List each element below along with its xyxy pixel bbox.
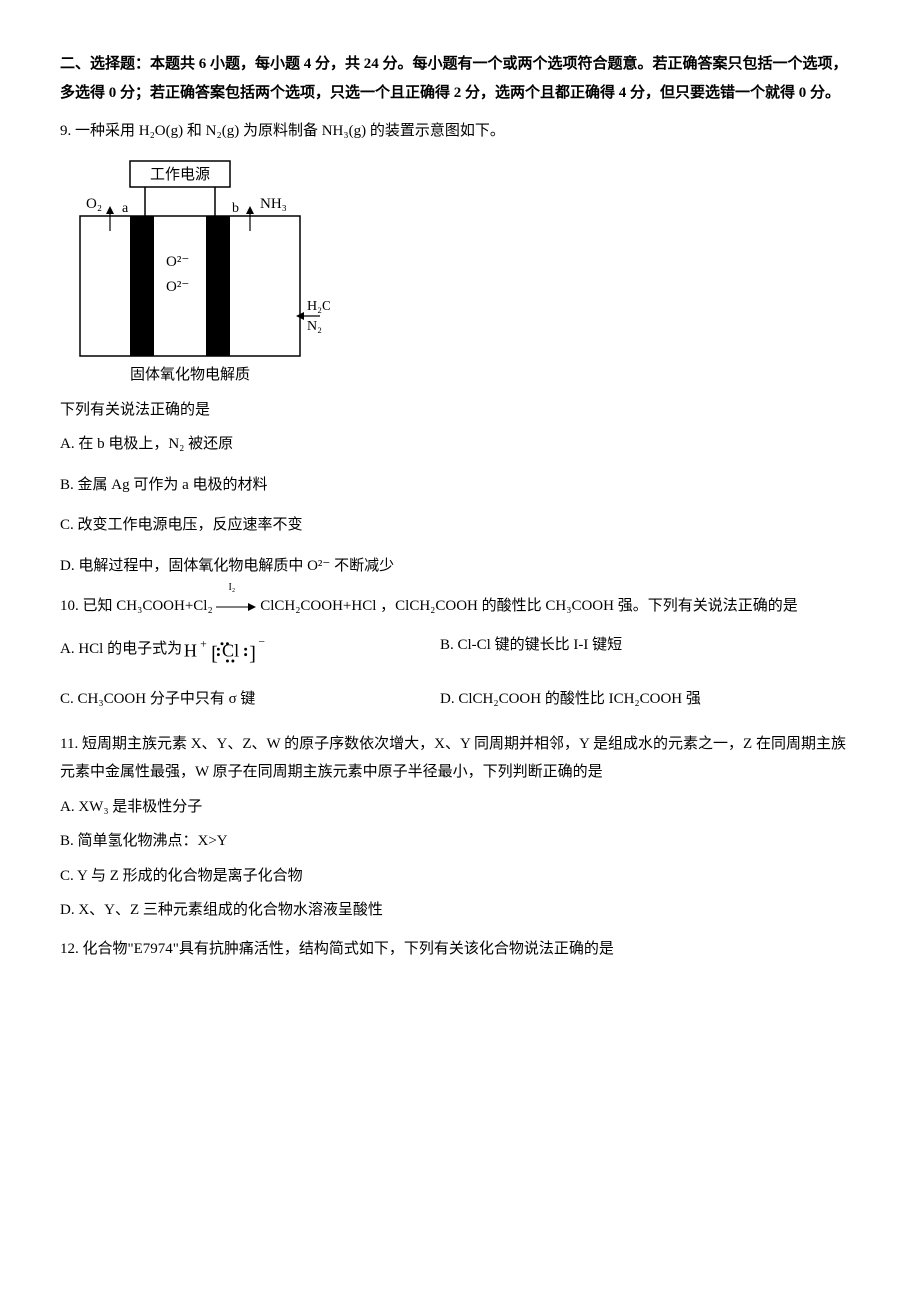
q9-num: 9.	[60, 123, 71, 139]
q12-stem: 化合物"E7974"具有抗肿痛活性，结构简式如下，下列有关该化合物说法正确的是	[83, 941, 614, 957]
q11-option-a: A. XW₃ 是非极性分子	[60, 793, 860, 822]
q9-stem: 一种采用 H₂O(g) 和 N₂(g) 为原料制备 NH₃(g) 的装置示意图如…	[75, 123, 505, 139]
q9-option-c: C. 改变工作电源电压，反应速率不变	[60, 511, 860, 540]
q10-a-prefix: A. HCl 的电子式为	[60, 635, 182, 664]
q10-option-d: D. ClCH₂COOH 的酸性比 ICH₂COOH 强	[440, 685, 760, 714]
question-10: 10. 已知 CH₃COOH+Cl₂ I₂ ClCH₂COOH+HCl ，ClC…	[60, 592, 860, 621]
svg-text:O²⁻: O²⁻	[166, 279, 189, 295]
q9-options: A. 在 b 电极上，N₂ 被还原 B. 金属 Ag 可作为 a 电极的材料 C…	[60, 430, 860, 580]
svg-text:H: H	[184, 640, 197, 660]
svg-text:固体氧化物电解质: 固体氧化物电解质	[130, 366, 250, 383]
svg-text:b: b	[232, 201, 239, 216]
svg-text:H₂O: H₂O	[307, 299, 330, 314]
q9-option-b: B. 金属 Ag 可作为 a 电极的材料	[60, 471, 860, 500]
q11-num: 11.	[60, 736, 78, 752]
q12-num: 12.	[60, 941, 79, 957]
q10-num: 10.	[60, 598, 79, 614]
q10-stem-before: 已知 CH₃COOH+Cl₂	[83, 598, 217, 614]
electron-formula-icon: H + [ Cl ] −	[182, 631, 282, 667]
q10-arrow: I₂	[216, 592, 256, 621]
svg-text:工作电源: 工作电源	[150, 166, 210, 183]
q11-option-b: B. 简单氢化物沸点：X>Y	[60, 827, 860, 856]
q11-option-c: C. Y 与 Z 形成的化合物是离子化合物	[60, 862, 860, 891]
svg-text:]: ]	[249, 643, 256, 665]
q11-options: A. XW₃ 是非极性分子 B. 简单氢化物沸点：X>Y C. Y 与 Z 形成…	[60, 793, 860, 925]
q10-option-c: C. CH₃COOH 分子中只有 σ 键	[60, 685, 380, 714]
section-header: 二、选择题：本题共 6 小题，每小题 4 分，共 24 分。每小题有一个或两个选…	[60, 50, 860, 107]
q10-options: A. HCl 的电子式为 H + [ Cl ] − B. Cl-Cl 键的键长比…	[60, 631, 860, 714]
question-12: 12. 化合物"E7974"具有抗肿痛活性，结构简式如下，下列有关该化合物说法正…	[60, 935, 860, 964]
svg-text:O²⁻: O²⁻	[166, 254, 189, 270]
svg-text:a: a	[122, 201, 129, 216]
q10-stem-after: ClCH₂COOH+HCl ，ClCH₂COOH 的酸性比 CH₃COOH 强。…	[260, 598, 798, 614]
question-9: 9. 一种采用 H₂O(g) 和 N₂(g) 为原料制备 NH₃(g) 的装置示…	[60, 117, 860, 146]
q11-option-d: D. X、Y、Z 三种元素组成的化合物水溶液呈酸性	[60, 896, 860, 925]
q10-option-a: A. HCl 的电子式为 H + [ Cl ] −	[60, 631, 380, 667]
q9-diagram: 工作电源 O₂ NH₃ a b O²⁻ O²⁻ H₂O N₂ 固体氧化物电解质	[60, 156, 330, 386]
q11-stem: 短周期主族元素 X、Y、Z、W 的原子序数依次增大，X、Y 同周期并相邻，Y 是…	[60, 736, 846, 781]
svg-text:+: +	[200, 636, 207, 650]
svg-text:Cl: Cl	[222, 640, 239, 660]
svg-text:O₂: O₂	[86, 196, 102, 212]
q9-option-a: A. 在 b 电极上，N₂ 被还原	[60, 430, 860, 459]
question-11: 11. 短周期主族元素 X、Y、Z、W 的原子序数依次增大，X、Y 同周期并相邻…	[60, 730, 860, 787]
svg-text:−: −	[258, 634, 265, 648]
svg-text:NH₃: NH₃	[260, 196, 287, 212]
q10-option-b: B. Cl-Cl 键的键长比 I-I 键短	[440, 631, 760, 667]
q9-option-d: D. 电解过程中，固体氧化物电解质中 O²⁻ 不断减少	[60, 552, 860, 581]
svg-text:[: [	[211, 643, 218, 665]
svg-text:N₂: N₂	[307, 319, 322, 334]
q9-after: 下列有关说法正确的是	[60, 396, 860, 425]
